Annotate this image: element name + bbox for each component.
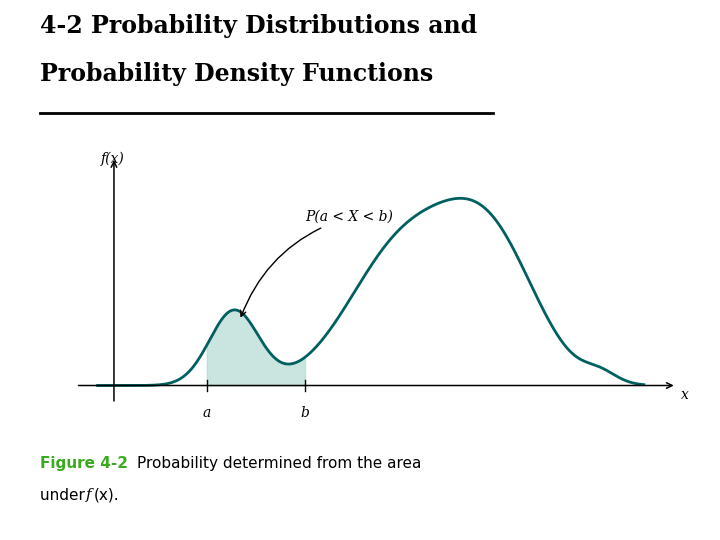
Text: f(x): f(x) [101,152,125,166]
Text: P(a < X < b): P(a < X < b) [240,210,393,316]
Text: Figure 4-2: Figure 4-2 [40,456,127,471]
Text: Probability determined from the area: Probability determined from the area [137,456,421,471]
Text: f: f [86,488,92,502]
Text: (x).: (x). [94,488,120,503]
Text: 4-2 Probability Distributions and: 4-2 Probability Distributions and [40,14,477,37]
Text: b: b [301,406,310,420]
Text: x: x [681,388,689,402]
Text: under: under [40,488,89,503]
Text: a: a [203,406,211,420]
Text: Probability Density Functions: Probability Density Functions [40,62,433,86]
